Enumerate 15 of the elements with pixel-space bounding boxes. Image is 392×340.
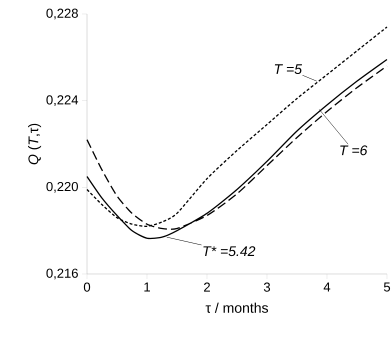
x-tick-label: 4 xyxy=(324,282,330,292)
y-tick-label: 0,220 xyxy=(46,182,78,193)
y-tick-label: 0,216 xyxy=(46,268,78,280)
y-axis-title: Q (T,τ) xyxy=(28,124,42,164)
annotation: T =6 xyxy=(340,145,368,156)
annotation: T* =5.42 xyxy=(203,246,256,256)
x-tick-label: 2 xyxy=(204,282,210,292)
y-tick-label: 0,228 xyxy=(46,8,78,20)
x-tick-label: 3 xyxy=(264,282,270,292)
x-tick-label: 1 xyxy=(144,282,150,292)
x-tick-label: 5 xyxy=(384,282,390,292)
x-axis-title: τ / months xyxy=(206,302,268,313)
x-tick-label: 0 xyxy=(84,282,90,292)
y-tick-label: 0,224 xyxy=(46,95,78,106)
annotation: T =5 xyxy=(274,64,302,74)
